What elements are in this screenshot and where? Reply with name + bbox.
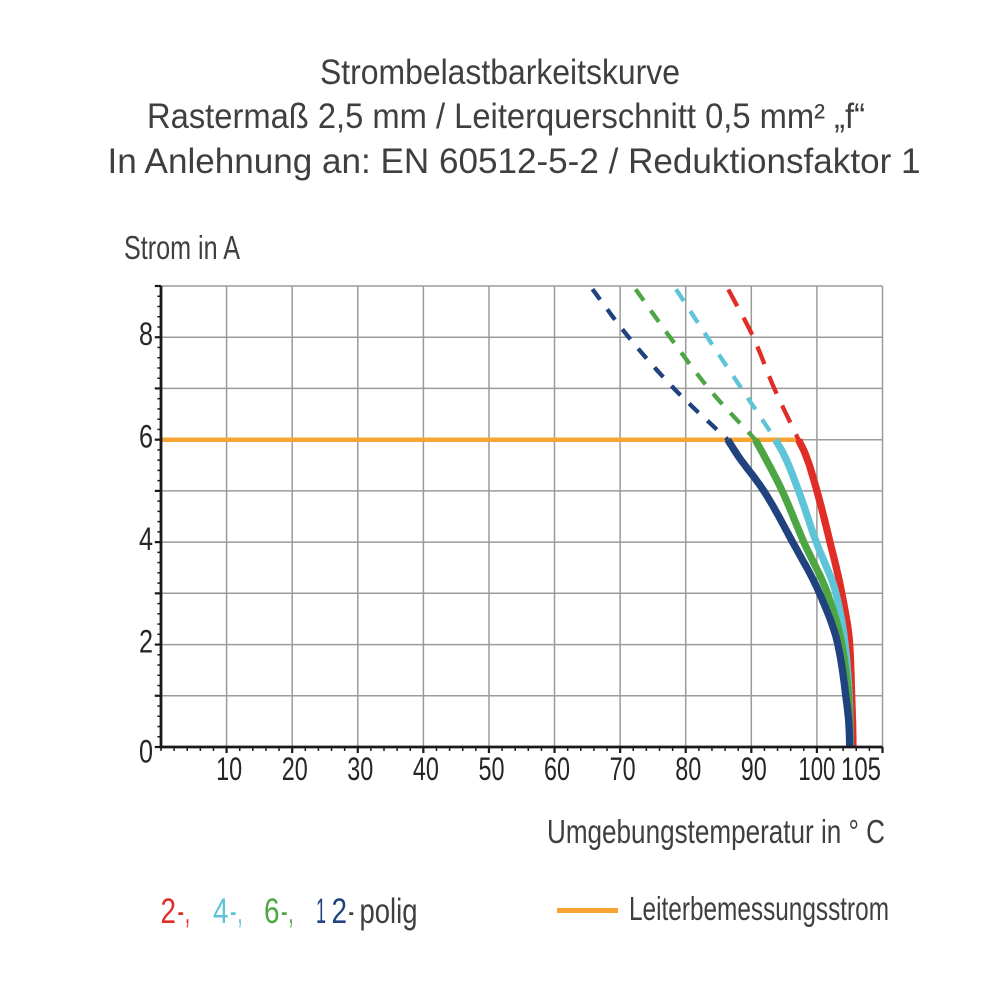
- svg-text:Leiterbemessungsstrom: Leiterbemessungsstrom: [629, 890, 889, 927]
- svg-text:4: 4: [139, 521, 153, 557]
- svg-text:20: 20: [282, 751, 308, 787]
- svg-text:polig: polig: [360, 892, 418, 931]
- svg-text:Strom in A: Strom in A: [124, 229, 240, 266]
- svg-text:,: ,: [289, 892, 294, 931]
- svg-text:Umgebungstemperatur in ° C: Umgebungstemperatur in ° C: [547, 813, 885, 850]
- svg-text:90: 90: [741, 751, 767, 787]
- svg-text:4: 4: [213, 892, 229, 931]
- svg-text:40: 40: [413, 751, 439, 787]
- svg-text:10: 10: [216, 751, 242, 787]
- svg-text:0: 0: [139, 734, 153, 770]
- svg-text:,: ,: [185, 892, 190, 931]
- svg-text:2: 2: [332, 892, 348, 931]
- svg-text:6: 6: [139, 419, 153, 455]
- svg-text:-: -: [178, 892, 185, 931]
- svg-text:In Anlehnung an: EN 60512-5-2: In Anlehnung an: EN 60512-5-2 / Reduktio…: [108, 142, 921, 181]
- svg-text:Rastermaß 2,5 mm / Leiterquers: Rastermaß 2,5 mm / Leiterquerschnitt 0,5…: [147, 97, 865, 136]
- svg-text:105: 105: [841, 751, 881, 787]
- svg-text:2: 2: [161, 892, 177, 931]
- svg-text:100: 100: [798, 751, 835, 787]
- svg-text:-: -: [230, 892, 237, 931]
- svg-text:,: ,: [238, 892, 243, 931]
- svg-text:80: 80: [675, 751, 701, 787]
- svg-text:60: 60: [544, 751, 570, 787]
- svg-text:70: 70: [610, 751, 636, 787]
- svg-text:6: 6: [264, 892, 280, 931]
- svg-text:Strombelastbarkeitskurve: Strombelastbarkeitskurve: [320, 53, 680, 92]
- svg-text:30: 30: [347, 751, 373, 787]
- svg-text:-: -: [349, 892, 355, 931]
- svg-text:8: 8: [139, 316, 153, 352]
- svg-text:2: 2: [139, 624, 153, 660]
- svg-text:-: -: [281, 892, 288, 931]
- svg-text:1: 1: [316, 892, 326, 931]
- svg-text:50: 50: [479, 751, 505, 787]
